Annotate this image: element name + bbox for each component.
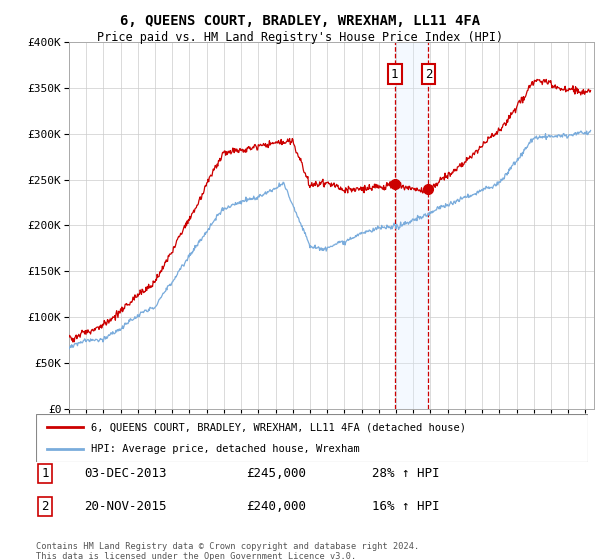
- Text: 16% ↑ HPI: 16% ↑ HPI: [372, 500, 439, 514]
- Text: 2: 2: [41, 500, 49, 514]
- Text: HPI: Average price, detached house, Wrexham: HPI: Average price, detached house, Wrex…: [91, 444, 360, 454]
- Text: 03-DEC-2013: 03-DEC-2013: [84, 466, 167, 480]
- Text: Contains HM Land Registry data © Crown copyright and database right 2024.
This d: Contains HM Land Registry data © Crown c…: [36, 542, 419, 560]
- Text: 2: 2: [425, 68, 432, 81]
- FancyBboxPatch shape: [36, 414, 588, 462]
- Text: 20-NOV-2015: 20-NOV-2015: [84, 500, 167, 514]
- Text: £245,000: £245,000: [246, 466, 306, 480]
- Text: Price paid vs. HM Land Registry's House Price Index (HPI): Price paid vs. HM Land Registry's House …: [97, 31, 503, 44]
- Text: 1: 1: [41, 466, 49, 480]
- Text: 6, QUEENS COURT, BRADLEY, WREXHAM, LL11 4FA (detached house): 6, QUEENS COURT, BRADLEY, WREXHAM, LL11 …: [91, 422, 466, 432]
- Text: 6, QUEENS COURT, BRADLEY, WREXHAM, LL11 4FA: 6, QUEENS COURT, BRADLEY, WREXHAM, LL11 …: [120, 14, 480, 28]
- Text: 28% ↑ HPI: 28% ↑ HPI: [372, 466, 439, 480]
- Text: 1: 1: [391, 68, 398, 81]
- Text: £240,000: £240,000: [246, 500, 306, 514]
- Bar: [395, 42, 428, 409]
